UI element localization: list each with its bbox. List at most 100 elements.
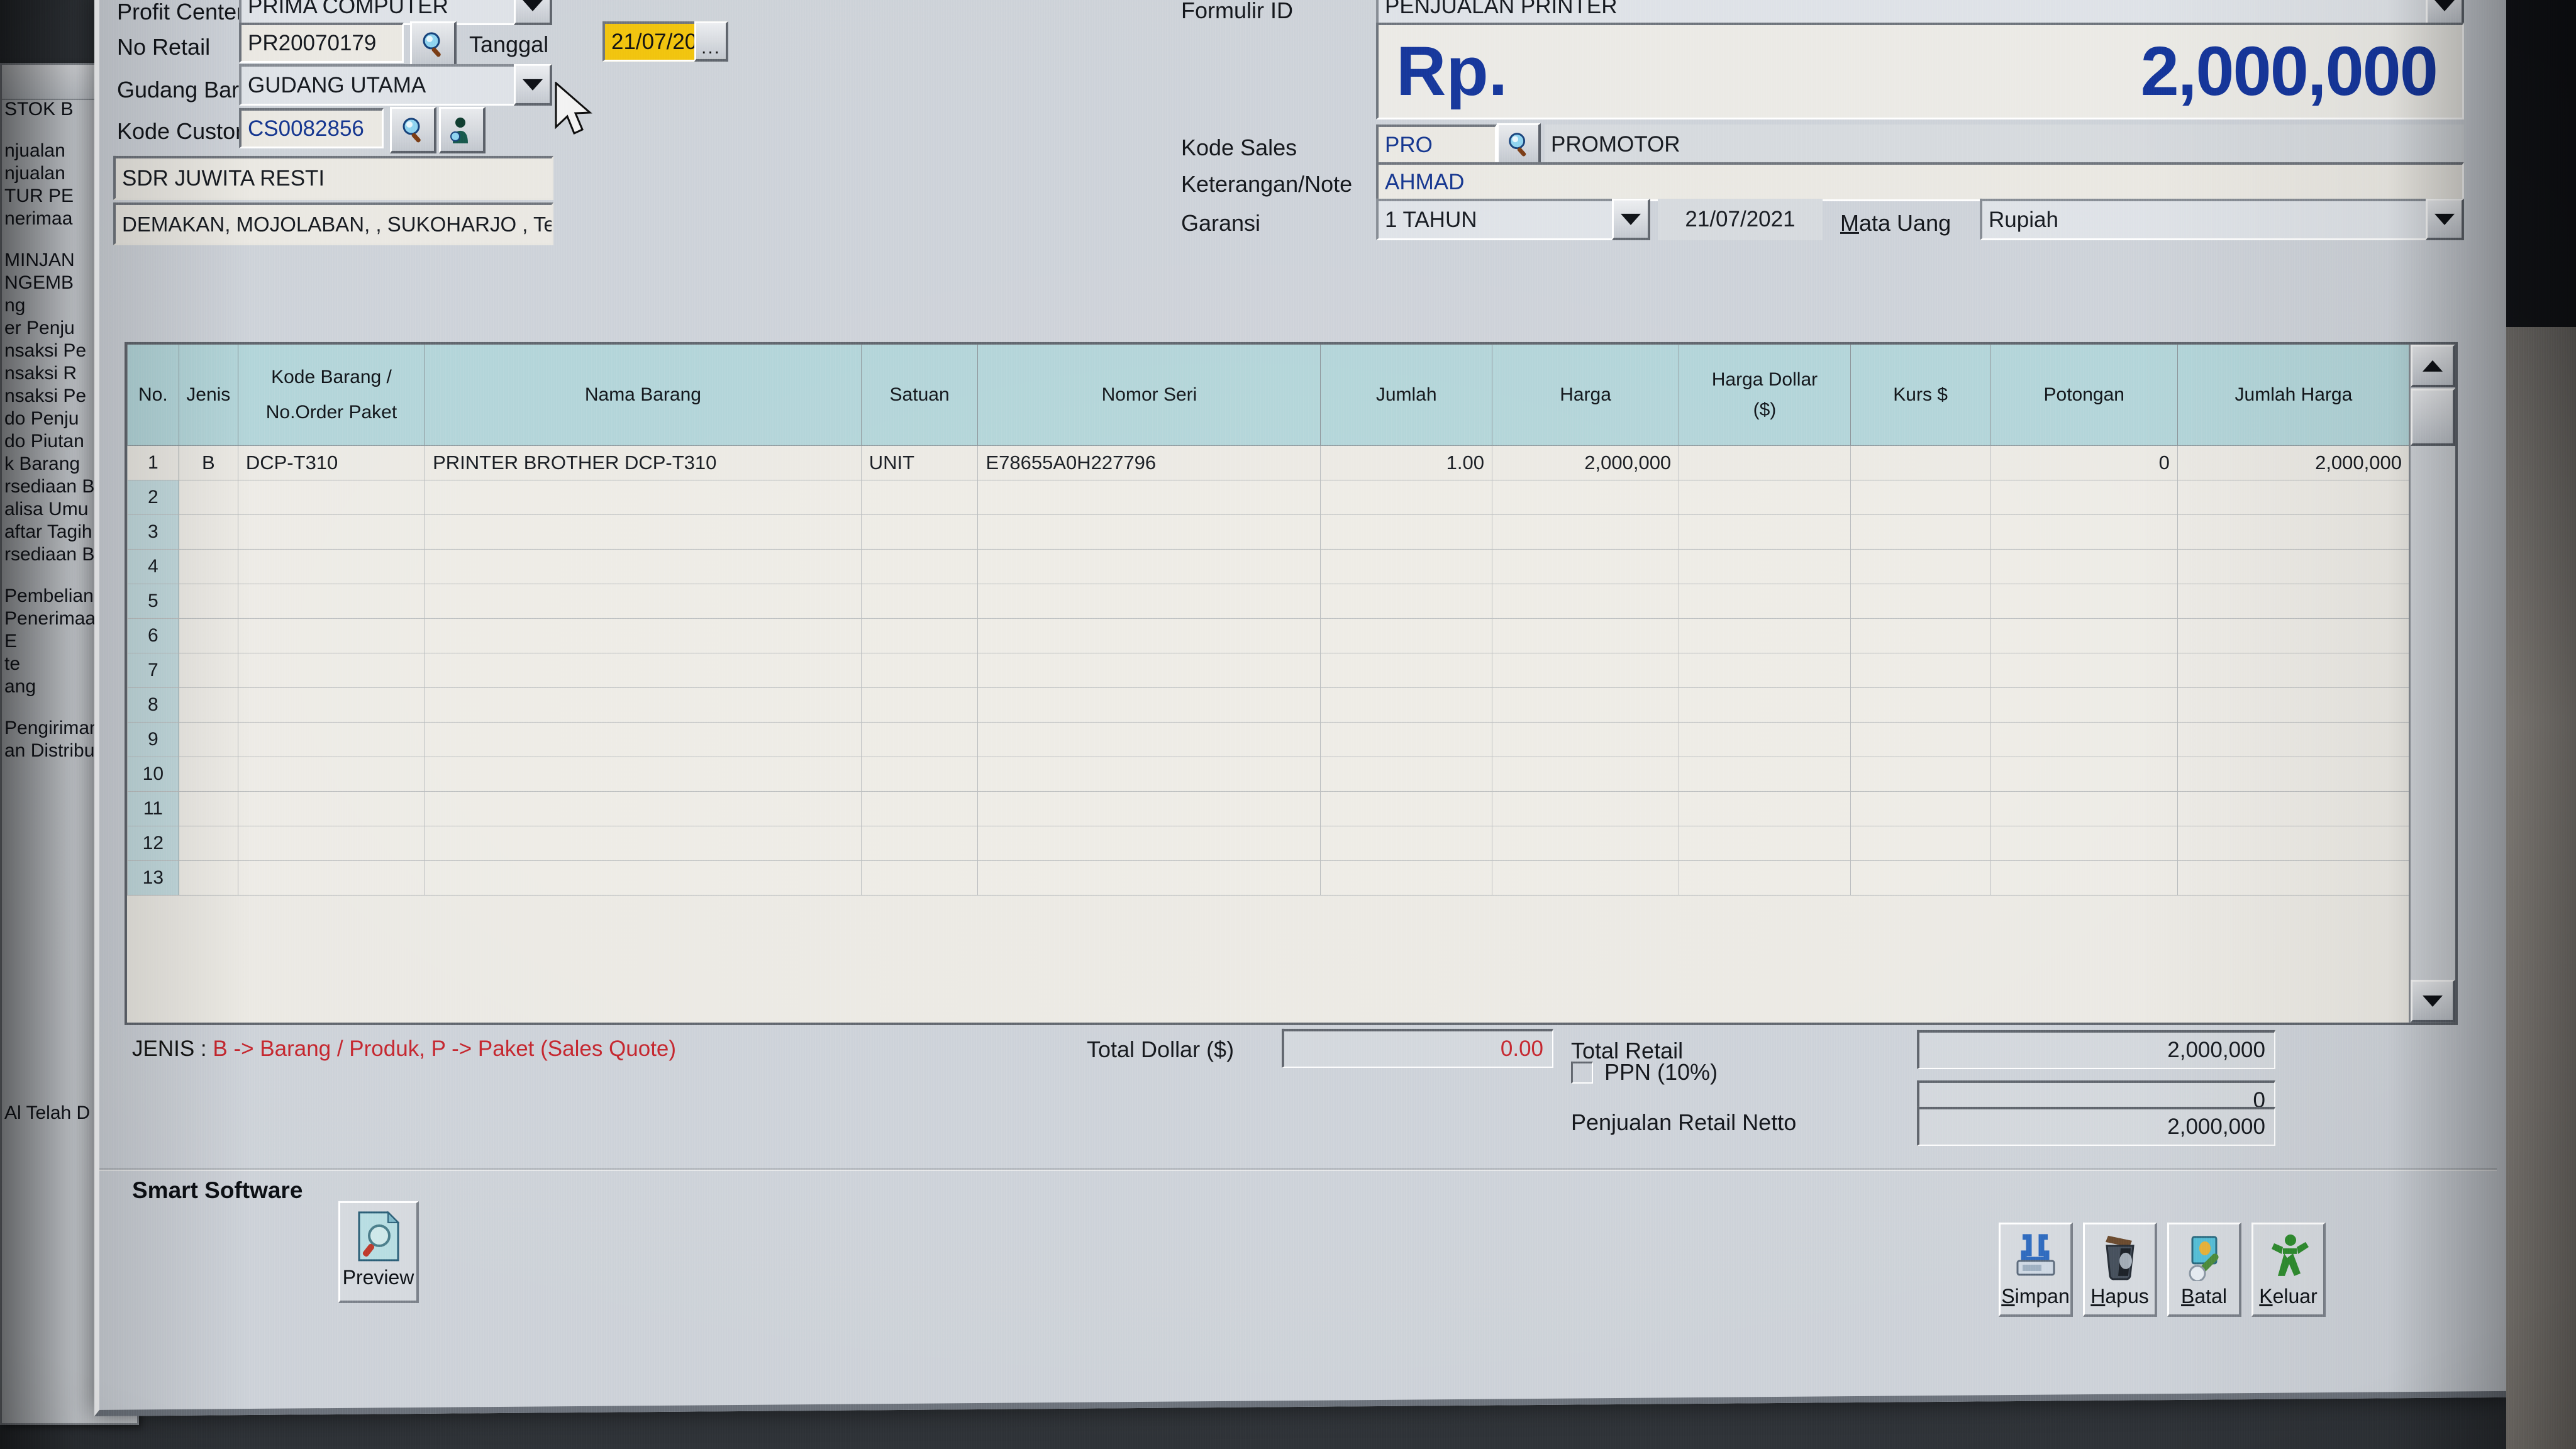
cell-satuan[interactable]	[861, 687, 978, 723]
cell-potongan[interactable]	[1990, 860, 2178, 896]
cell-potongan[interactable]	[1990, 757, 2178, 792]
cell-kurs[interactable]	[1850, 826, 1991, 861]
cell-harga-dollar[interactable]	[1679, 445, 1851, 480]
cell-kode-barang[interactable]	[238, 687, 425, 723]
cell-jenis[interactable]	[179, 514, 238, 550]
table-row[interactable]: 2	[127, 480, 2410, 515]
cell-potongan[interactable]	[1990, 514, 2178, 550]
col-header-jumlah[interactable]: Jumlah	[1320, 344, 1492, 446]
cell-jenis[interactable]	[179, 722, 238, 757]
mata-uang-chevron-down-icon[interactable]	[2426, 198, 2464, 240]
cell-kode-barang[interactable]	[238, 549, 425, 584]
cell-jumlah[interactable]	[1320, 618, 1492, 653]
cell-satuan[interactable]	[861, 480, 978, 515]
profit-center-input[interactable]: PRIMA COMPUTER	[239, 0, 552, 25]
col-header-nomor-seri[interactable]: Nomor Seri	[977, 344, 1321, 446]
cell-nomor-seri[interactable]	[977, 791, 1321, 826]
item-grid[interactable]: No. Jenis Kode Barang / No.Order Paket Na…	[125, 341, 2458, 1025]
table-row[interactable]: 5	[127, 584, 2410, 619]
cell-potongan[interactable]	[1990, 618, 2178, 653]
cell-potongan[interactable]	[1990, 687, 2178, 723]
ppn-checkbox-row[interactable]: PPN (10%)	[1571, 1059, 1718, 1085]
cell-harga-dollar[interactable]	[1679, 757, 1851, 792]
cell-jumlah-harga[interactable]	[2177, 722, 2410, 757]
cell-harga-dollar[interactable]	[1679, 653, 1851, 688]
col-header-nama-barang[interactable]: Nama Barang	[425, 344, 862, 446]
cell-nama-barang[interactable]	[425, 514, 862, 550]
cell-satuan[interactable]	[861, 653, 978, 688]
cell-kurs[interactable]	[1850, 860, 1991, 896]
cell-harga-dollar[interactable]	[1679, 584, 1851, 619]
cell-satuan[interactable]	[861, 757, 978, 792]
cell-nomor-seri[interactable]	[977, 618, 1321, 653]
cell-kode-barang[interactable]	[238, 618, 425, 653]
cell-harga-dollar[interactable]	[1679, 618, 1851, 653]
cell-harga-dollar[interactable]	[1679, 480, 1851, 515]
cell-jumlah[interactable]	[1320, 514, 1492, 550]
cell-potongan[interactable]: 0	[1990, 445, 2178, 480]
keterangan-input[interactable]: AHMAD	[1376, 162, 2464, 201]
cell-jumlah-harga[interactable]	[2177, 826, 2410, 861]
customer-name-input[interactable]: SDR JUWITA RESTI	[113, 155, 553, 200]
col-header-no[interactable]: No.	[127, 344, 179, 446]
cell-kurs[interactable]	[1850, 514, 1991, 550]
cell-nomor-seri[interactable]	[977, 653, 1321, 688]
cell-kurs[interactable]	[1850, 618, 1991, 653]
cell-potongan[interactable]	[1990, 549, 2178, 584]
customer-address-input[interactable]: DEMAKAN, MOJOLABAN, , SUKOHARJO , Telp. …	[113, 202, 553, 245]
cell-jenis[interactable]	[179, 791, 238, 826]
cell-jumlah-harga[interactable]	[2177, 687, 2410, 723]
cell-jumlah-harga[interactable]	[2177, 618, 2410, 653]
cell-jumlah[interactable]	[1320, 584, 1492, 619]
cell-nomor-seri[interactable]	[977, 549, 1321, 584]
cell-kode-barang[interactable]	[238, 826, 425, 861]
hapus-button[interactable]: Hapus	[2083, 1222, 2157, 1317]
table-row[interactable]: 3	[127, 514, 2410, 550]
customer-detail-person-icon[interactable]	[439, 106, 486, 153]
table-row[interactable]: 6	[127, 618, 2410, 653]
cell-nomor-seri[interactable]	[977, 757, 1321, 792]
cell-jumlah[interactable]	[1320, 860, 1492, 896]
cell-jumlah[interactable]: 1.00	[1320, 445, 1492, 480]
table-row[interactable]: 10	[127, 757, 2410, 792]
cell-harga[interactable]	[1492, 722, 1679, 757]
table-row[interactable]: 8	[127, 687, 2410, 723]
cell-jumlah[interactable]	[1320, 653, 1492, 688]
cell-jumlah-harga[interactable]	[2177, 653, 2410, 688]
cell-potongan[interactable]	[1990, 791, 2178, 826]
cell-harga[interactable]	[1492, 791, 1679, 826]
table-row[interactable]: 9	[127, 722, 2410, 757]
cell-potongan[interactable]	[1990, 584, 2178, 619]
cell-nama-barang[interactable]	[425, 687, 862, 723]
scrollbar-thumb[interactable]	[2411, 388, 2455, 446]
cell-nama-barang[interactable]	[425, 860, 862, 896]
cell-kode-barang[interactable]	[238, 791, 425, 826]
cell-jumlah-harga[interactable]	[2177, 791, 2410, 826]
cell-satuan[interactable]	[861, 791, 978, 826]
cell-kurs[interactable]	[1850, 757, 1991, 792]
col-header-potongan[interactable]: Potongan	[1990, 344, 2178, 446]
col-header-kurs[interactable]: Kurs $	[1850, 344, 1991, 446]
cell-nomor-seri[interactable]	[977, 722, 1321, 757]
grid-vertical-scrollbar[interactable]	[2409, 344, 2455, 1023]
cell-harga-dollar[interactable]	[1679, 860, 1851, 896]
garansi-chevron-down-icon[interactable]	[1612, 198, 1650, 240]
no-retail-input[interactable]: PR20070179	[239, 22, 404, 63]
cell-nama-barang[interactable]	[425, 722, 862, 757]
cell-harga[interactable]	[1492, 687, 1679, 723]
cell-potongan[interactable]	[1990, 653, 2178, 688]
cell-kurs[interactable]	[1850, 687, 1991, 723]
cell-jumlah[interactable]	[1320, 687, 1492, 723]
table-row[interactable]: 7	[127, 653, 2410, 688]
cell-jenis[interactable]	[179, 549, 238, 584]
cell-jenis[interactable]	[179, 584, 238, 619]
cell-kurs[interactable]	[1850, 653, 1991, 688]
penjualan-retail-form-window[interactable]: Profit Center ID PRIMA COMPUTER No Retai…	[94, 0, 2514, 1416]
cell-harga[interactable]	[1492, 860, 1679, 896]
cell-harga-dollar[interactable]	[1679, 549, 1851, 584]
cell-jumlah[interactable]	[1320, 791, 1492, 826]
cell-harga-dollar[interactable]	[1679, 826, 1851, 861]
keluar-button[interactable]: Keluar	[2251, 1222, 2326, 1317]
cell-jenis[interactable]: B	[179, 445, 238, 480]
cell-harga-dollar[interactable]	[1679, 791, 1851, 826]
